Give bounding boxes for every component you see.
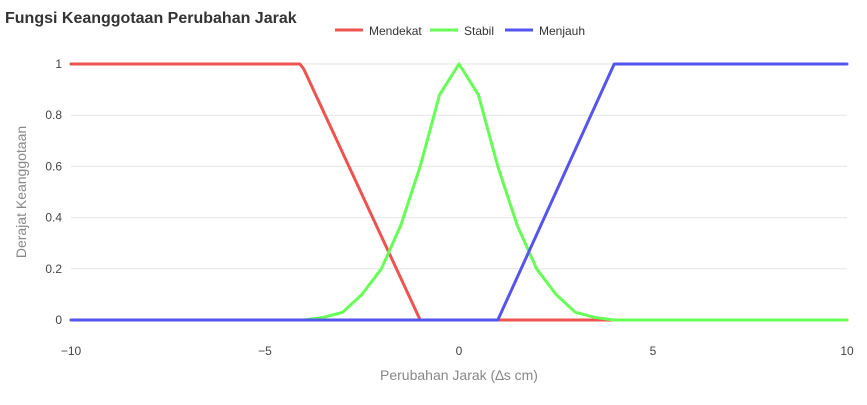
- series-line-stabil[interactable]: [69, 62, 849, 322]
- chart-title: Fungsi Keanggotaan Perubahan Jarak: [5, 10, 297, 27]
- y-tick-label: 0.8: [45, 108, 62, 122]
- legend-label-mendekat[interactable]: Mendekat: [369, 24, 422, 38]
- y-tick-label: 0.2: [45, 262, 62, 276]
- x-tick-label: 10: [840, 344, 854, 358]
- x-axis-label: Perubahan Jarak (∆s cm): [380, 367, 538, 383]
- x-tick-label: 0: [456, 344, 463, 358]
- series-line-mendekat[interactable]: [69, 62, 849, 322]
- y-tick-label: 0.4: [45, 211, 62, 225]
- x-tick-label: −10: [61, 344, 82, 358]
- y-tick-label: 1: [55, 57, 62, 71]
- legend[interactable]: Mendekat Stabil Menjauh: [335, 24, 585, 38]
- y-tick-label: 0: [55, 313, 62, 327]
- y-axis-label: Derajat Keanggotaan: [13, 126, 29, 258]
- legend-label-stabil[interactable]: Stabil: [464, 24, 494, 38]
- y-tick-label: 0.6: [45, 159, 62, 173]
- grid-lines: [71, 63, 847, 321]
- series-lines: [69, 62, 849, 322]
- x-tick-label: −5: [258, 344, 272, 358]
- legend-label-menjauh[interactable]: Menjauh: [539, 24, 585, 38]
- axes: 0 0.2 0.4 0.6 0.8 1 −10 −5 0 5 10: [45, 57, 854, 358]
- x-tick-label: 5: [650, 344, 657, 358]
- series-line-menjauh[interactable]: [69, 62, 849, 322]
